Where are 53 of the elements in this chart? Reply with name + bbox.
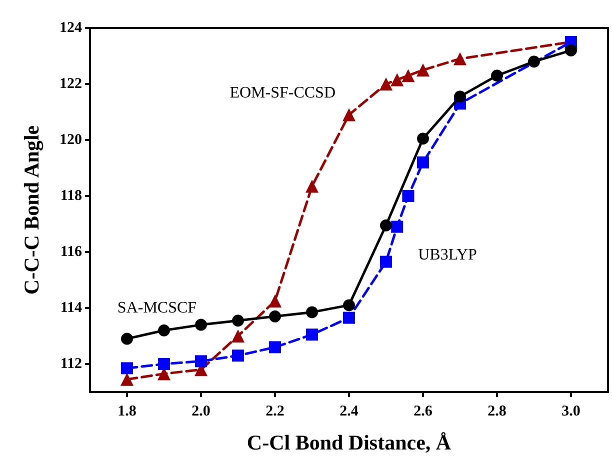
point xyxy=(454,90,466,103)
series-label: SA-MCSCF xyxy=(117,299,197,316)
point xyxy=(380,78,392,90)
x-tick-label: 2.4 xyxy=(340,404,359,420)
point xyxy=(121,332,133,345)
x-axis-title: C-Cl Bond Distance, Å xyxy=(246,430,452,454)
point xyxy=(342,108,356,122)
point xyxy=(158,358,170,370)
point xyxy=(195,355,207,368)
point xyxy=(380,256,392,268)
y-tick-label: 112 xyxy=(60,356,82,372)
point xyxy=(232,314,244,327)
point xyxy=(454,52,466,66)
point xyxy=(402,190,414,202)
y-tick-label: 116 xyxy=(60,244,82,260)
series-label: EOM-SF-CCSD xyxy=(230,84,336,102)
point xyxy=(343,299,355,312)
point xyxy=(402,69,415,82)
point xyxy=(232,350,244,362)
y-tick-label: 122 xyxy=(60,76,82,92)
point xyxy=(269,341,281,354)
point xyxy=(391,220,404,233)
point xyxy=(306,306,318,318)
point xyxy=(306,180,318,193)
point xyxy=(121,362,133,374)
x-tick-label: 1.8 xyxy=(118,404,136,420)
y-tick-label: 124 xyxy=(60,20,82,36)
x-tick-label: 2.0 xyxy=(192,404,210,420)
series-label: UB3LYP xyxy=(418,246,478,264)
x-tick-label: 2.8 xyxy=(488,404,506,420)
y-tick-label: 114 xyxy=(60,300,82,316)
point xyxy=(417,132,429,145)
point xyxy=(120,372,134,386)
x-tick-label: 3.0 xyxy=(562,404,580,420)
x-tick-label: 2.2 xyxy=(266,404,284,420)
point xyxy=(416,64,430,76)
point xyxy=(269,310,281,322)
point xyxy=(232,330,244,342)
point xyxy=(565,44,577,56)
point xyxy=(268,294,282,308)
point xyxy=(380,219,392,232)
y-tick-label: 120 xyxy=(60,132,82,148)
point xyxy=(417,156,429,168)
x-tick-label: 2.6 xyxy=(414,404,433,420)
point xyxy=(195,318,207,331)
point xyxy=(306,328,318,341)
point xyxy=(390,73,404,86)
y-axis-title: C-C-C Bond Angle xyxy=(20,125,44,295)
point xyxy=(343,312,355,324)
point xyxy=(528,56,540,68)
point xyxy=(158,324,170,336)
point xyxy=(491,70,503,82)
y-tick-label: 118 xyxy=(60,188,82,204)
